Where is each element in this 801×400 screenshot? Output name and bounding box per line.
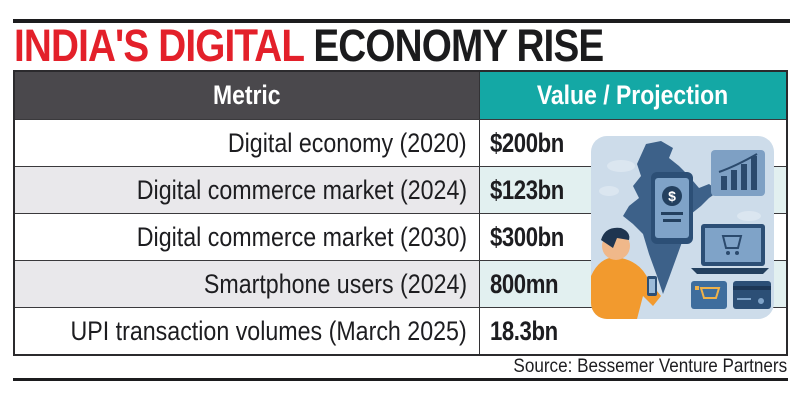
svg-text:$: $ — [668, 188, 676, 204]
metric-cell: UPI transaction volumes (March 2025) — [15, 308, 480, 354]
value-text: $123bn — [490, 174, 564, 205]
digital-economy-illustration: $ — [591, 136, 774, 319]
title-red-part: INDIA'S DIGITAL — [14, 20, 304, 71]
value-text: $300bn — [490, 221, 564, 252]
metric-cell: Smartphone users (2024) — [15, 261, 480, 307]
growth-chart-icon — [711, 150, 765, 196]
shopping-cart-card-icon — [691, 281, 727, 309]
credit-card-icon — [733, 281, 771, 309]
header-metric-cell: Metric — [15, 72, 480, 119]
header-value-label: Value / Projection — [537, 80, 729, 110]
header-value-cell: Value / Projection — [480, 72, 786, 119]
metric-text: Smartphone users (2024) — [203, 268, 467, 299]
metric-text: Digital commerce market (2030) — [136, 221, 467, 252]
metric-cell: Digital commerce market (2030) — [15, 214, 480, 260]
cloud-icon — [599, 160, 761, 221]
laptop-cart-icon — [691, 224, 769, 274]
metric-cell: Digital economy (2020) — [15, 120, 480, 166]
metric-text: Digital commerce market (2024) — [136, 174, 467, 205]
metric-cell: Digital commerce market (2024) — [15, 167, 480, 213]
header-metric-label: Metric — [213, 80, 281, 110]
source-credit: Source: Bessemer Venture Partners — [513, 356, 787, 377]
bottom-rule — [13, 378, 788, 381]
value-text: 800mn — [490, 268, 559, 299]
metric-text: UPI transaction volumes (March 2025) — [70, 315, 467, 346]
value-text: $200bn — [490, 127, 564, 158]
table-row: Digital commerce market (2024) $123bn — [15, 166, 786, 213]
table-header-row: Metric Value / Projection — [15, 72, 786, 119]
person-with-phone-icon — [591, 227, 661, 319]
metric-text: Digital economy (2020) — [228, 127, 467, 158]
value-text: 18.3bn — [490, 315, 558, 346]
top-rule — [13, 19, 790, 23]
page-title: INDIA'S DIGITAL ECONOMY RISE — [14, 23, 604, 68]
phone-icon: $ — [651, 172, 693, 244]
title-black-part: ECONOMY RISE — [313, 20, 604, 71]
